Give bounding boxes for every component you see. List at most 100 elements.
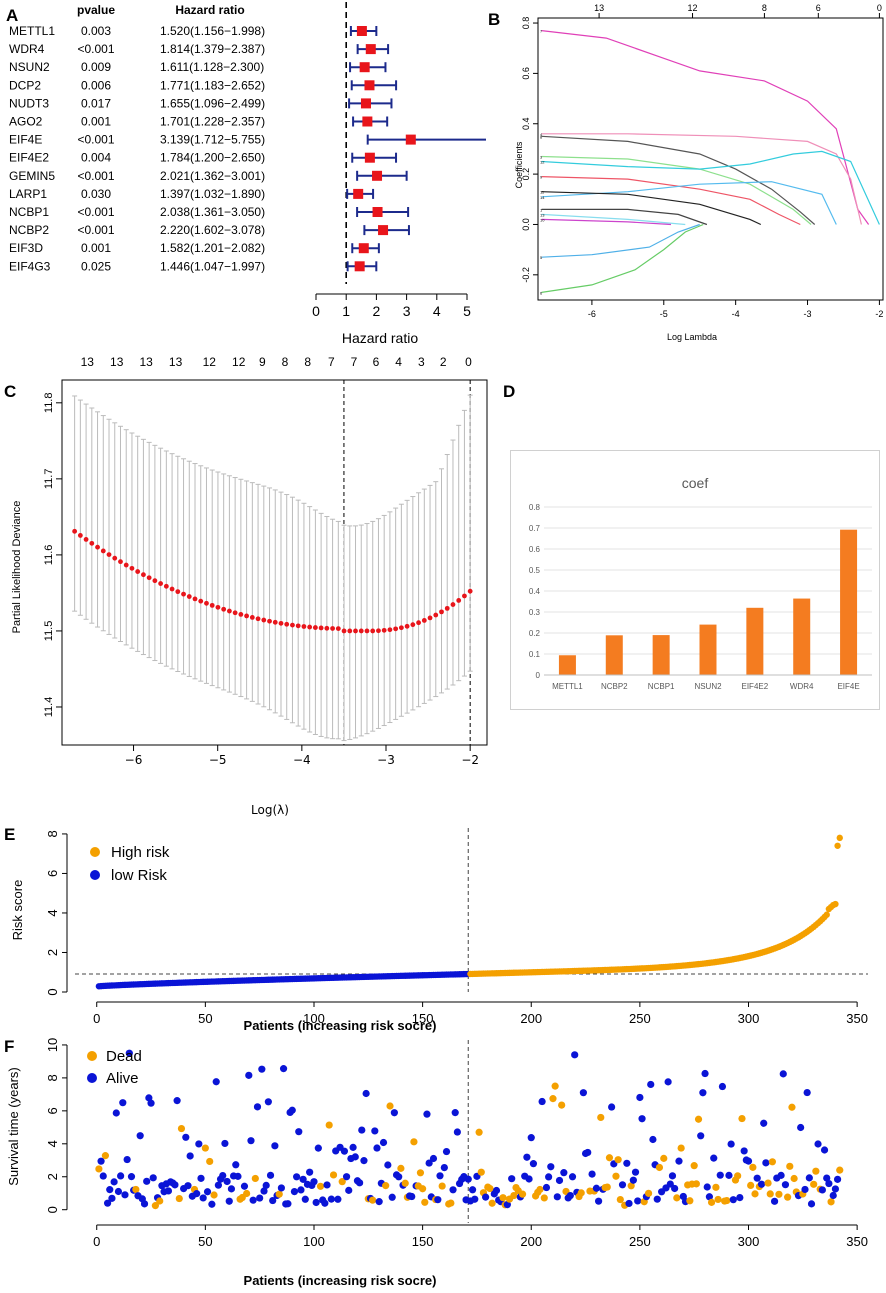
cv-point — [439, 609, 444, 615]
alive-patient-point — [264, 1098, 272, 1106]
hr-ci-cell: 1.446(1.047−1.997) — [160, 259, 265, 273]
alive-patient-point — [527, 1134, 535, 1142]
cv-point — [341, 628, 347, 634]
alive-patient-point — [482, 1193, 490, 1201]
alive-patient-point — [440, 1163, 448, 1172]
alive-patient-point — [757, 1180, 766, 1188]
alive-patient-point — [147, 1099, 155, 1107]
c-y-tick-label: 11.4 — [43, 697, 55, 718]
dead-patient-point — [734, 1172, 742, 1180]
alive-patient-point — [262, 1181, 270, 1189]
alive-patient-point — [351, 1153, 359, 1161]
alive-patient-point — [253, 1103, 262, 1111]
dead-patient-point — [499, 1194, 507, 1202]
alive-patient-point — [225, 1197, 233, 1205]
e-y-tick-label: 8 — [45, 830, 60, 837]
gene-label: LARP1 — [9, 187, 47, 201]
dead-patient-point — [156, 1197, 164, 1205]
hr-ci-cell: 1.771(1.183−2.652) — [160, 78, 265, 92]
b-y-tick-label: 0.2 — [521, 168, 531, 181]
c-top-tick-label: 13 — [139, 355, 153, 369]
alive-patient-point — [451, 1109, 459, 1117]
hr-ci-cell: 1.520(1.156−1.998) — [160, 24, 265, 38]
forest-plot: pvalue Hazard ratio Hazard ratio METTL1 0… — [9, 2, 486, 346]
d-category-label: WDR4 — [790, 682, 814, 691]
hr-point — [353, 188, 364, 199]
dead-patient-point — [382, 1182, 390, 1190]
c-top-tick-label: 3 — [418, 355, 425, 369]
alive-patient-point — [568, 1173, 577, 1181]
cv-point — [358, 628, 364, 634]
gene-label: METTL1 — [9, 24, 55, 38]
alive-patient-point — [508, 1175, 516, 1183]
dead-patient-point — [447, 1199, 455, 1207]
f-y-tick-label: 8 — [45, 1074, 60, 1081]
alive-patient-point — [327, 1195, 335, 1203]
legend-high-risk-marker — [90, 847, 100, 857]
cv-point — [232, 610, 238, 616]
d-y-tick-label: 0 — [536, 671, 541, 680]
hr-ci-cell: 3.139(1.712−5.755) — [160, 133, 265, 147]
cv-point — [175, 589, 181, 595]
alive-patient-point — [149, 1174, 157, 1182]
b-x-tick-label: -6 — [588, 309, 596, 319]
pvalue-cell: 0.017 — [81, 96, 111, 110]
dead-patient-point — [690, 1162, 698, 1170]
alive-patient-point — [781, 1181, 790, 1189]
alive-patient-point — [97, 1157, 105, 1165]
legend-alive-label: Alive — [106, 1070, 139, 1087]
coef-path-5 — [541, 223, 700, 258]
alive-patient-point — [260, 1187, 268, 1195]
e-y-tick-label: 2 — [45, 949, 60, 956]
hr-point — [372, 207, 383, 217]
alive-patient-point — [373, 1144, 381, 1152]
hr-ci-cell: 2.038(1.361−3.050) — [160, 205, 265, 219]
c-y-tick-label: 11.8 — [43, 393, 55, 414]
alive-patient-point — [740, 1147, 748, 1155]
c-y-tick-label: 11.7 — [43, 469, 55, 490]
alive-patient-point — [125, 1049, 133, 1057]
alive-patient-point — [345, 1186, 353, 1194]
alive-patient-point — [797, 1123, 805, 1132]
alive-patient-point — [449, 1186, 457, 1194]
dead-patient-point — [243, 1189, 251, 1198]
d-chart-title: coef — [682, 475, 709, 491]
coef-bar — [558, 655, 576, 675]
dead-patient-point — [177, 1124, 186, 1133]
alive-patient-point — [186, 1152, 194, 1160]
e-x-tick-label: 350 — [846, 1011, 868, 1026]
alive-patient-point — [219, 1171, 227, 1180]
alive-patient-point — [306, 1168, 314, 1176]
b-top-tick-label: 8 — [762, 3, 767, 13]
f-y-tick-label: 2 — [45, 1173, 60, 1180]
alive-patient-point — [618, 1181, 627, 1189]
alive-patient-point — [588, 1170, 596, 1178]
alive-patient-point — [829, 1191, 837, 1200]
c-top-tick-label: 13 — [110, 355, 124, 369]
cv-point — [163, 583, 169, 589]
alive-patient-point — [295, 1128, 303, 1136]
alive-patient-point — [468, 1186, 477, 1194]
alive-patient-point — [193, 1190, 201, 1198]
alive-patient-point — [227, 1185, 236, 1193]
e-x-tick-label: 50 — [198, 1011, 212, 1026]
alive-patient-point — [232, 1161, 240, 1169]
dead-patient-point — [206, 1157, 214, 1166]
dead-patient-point — [810, 1180, 818, 1188]
alive-patient-point — [727, 1140, 735, 1148]
dead-patient-point — [723, 1196, 731, 1205]
alive-patient-point — [203, 1188, 212, 1196]
dead-patient-point — [416, 1169, 425, 1177]
dead-patient-point — [536, 1185, 544, 1194]
alive-patient-point — [195, 1140, 203, 1148]
alive-patient-point — [297, 1186, 305, 1194]
alive-patient-point — [256, 1194, 264, 1202]
gene-label: DCP2 — [9, 78, 41, 92]
dead-patient-point — [251, 1174, 259, 1183]
b-top-tick-label: 12 — [688, 3, 698, 13]
cv-point — [227, 608, 232, 614]
panel-label-e: E — [4, 825, 16, 844]
alive-patient-point — [290, 1187, 299, 1196]
alive-patient-point — [831, 1185, 840, 1193]
cv-point — [335, 626, 341, 632]
